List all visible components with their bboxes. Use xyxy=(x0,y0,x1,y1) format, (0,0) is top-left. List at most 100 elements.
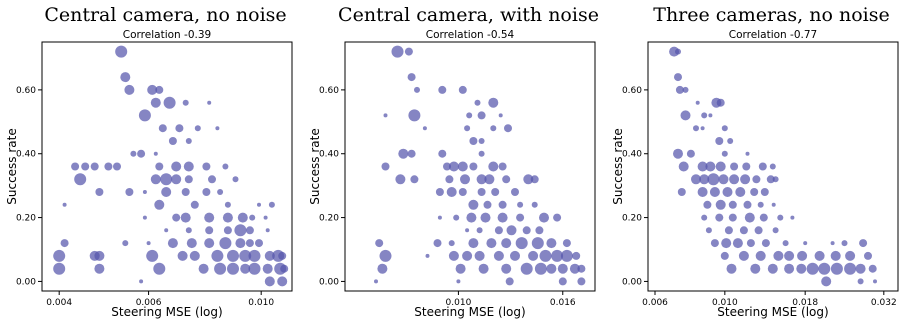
data-point xyxy=(158,124,167,133)
data-point xyxy=(466,212,477,223)
data-point xyxy=(227,249,239,262)
data-point xyxy=(391,45,404,58)
data-point xyxy=(224,201,231,208)
data-point xyxy=(701,112,708,119)
y-tick-label: 0.60 xyxy=(622,86,642,96)
data-point xyxy=(718,174,729,185)
data-point xyxy=(263,215,268,220)
data-point xyxy=(494,226,503,235)
data-point xyxy=(469,137,478,145)
data-point xyxy=(425,253,430,258)
x-tick-label: 0.010 xyxy=(248,298,274,308)
points-group xyxy=(374,45,586,286)
data-point xyxy=(379,249,392,262)
data-point xyxy=(721,150,728,157)
data-point xyxy=(546,263,557,274)
data-point xyxy=(124,84,135,95)
data-point xyxy=(185,138,192,144)
data-point xyxy=(864,251,872,260)
data-point xyxy=(531,237,544,250)
data-point xyxy=(697,161,708,172)
data-point xyxy=(211,249,224,262)
data-point xyxy=(205,226,214,235)
chart-title: Central camera, no noise xyxy=(44,4,287,26)
data-point xyxy=(264,250,275,261)
data-point xyxy=(782,240,789,247)
data-point xyxy=(186,238,197,249)
data-point xyxy=(255,239,263,248)
data-point xyxy=(404,47,413,56)
data-point xyxy=(248,249,261,262)
data-point xyxy=(478,150,485,157)
data-point xyxy=(710,239,719,248)
data-point xyxy=(773,250,784,261)
data-point xyxy=(510,250,520,261)
x-axis-label: Steering MSE (log) xyxy=(111,305,222,319)
data-point xyxy=(443,162,451,171)
data-point xyxy=(177,250,188,261)
data-point xyxy=(414,86,420,93)
chart-panel-3: Three cameras, no noise Correlation -0.7… xyxy=(606,0,909,321)
data-point xyxy=(155,162,164,171)
data-point xyxy=(709,187,720,197)
data-point xyxy=(146,249,159,262)
data-point xyxy=(750,263,761,274)
data-point xyxy=(155,85,164,94)
points-group xyxy=(669,46,877,287)
data-point xyxy=(219,237,232,250)
data-point xyxy=(803,241,808,246)
chart-title: Three cameras, no noise xyxy=(653,4,890,26)
data-point xyxy=(699,174,710,185)
data-point xyxy=(383,113,388,118)
data-point xyxy=(729,174,740,185)
y-tick-label: 0.00 xyxy=(16,277,36,287)
data-point xyxy=(715,137,724,145)
data-point xyxy=(474,99,481,106)
data-point xyxy=(171,174,182,185)
data-point xyxy=(164,228,169,233)
data-point xyxy=(769,163,776,170)
data-point xyxy=(180,212,191,223)
data-point xyxy=(222,163,229,170)
data-point xyxy=(517,201,524,208)
data-point xyxy=(146,241,151,246)
data-point xyxy=(759,213,768,222)
data-point xyxy=(728,200,737,209)
data-point xyxy=(703,200,712,209)
data-point xyxy=(477,111,486,120)
data-point xyxy=(407,149,416,158)
data-point xyxy=(150,174,161,185)
data-point xyxy=(675,48,681,55)
data-point xyxy=(818,262,831,275)
chart-subtitle: Correlation -0.39 xyxy=(123,29,211,41)
data-point xyxy=(438,85,447,94)
data-point xyxy=(171,161,182,172)
data-point xyxy=(498,113,503,118)
data-point xyxy=(873,279,877,284)
data-point xyxy=(577,277,586,286)
data-point xyxy=(204,212,215,223)
data-point xyxy=(705,227,712,234)
data-point xyxy=(160,173,173,186)
data-point xyxy=(771,202,776,207)
data-point xyxy=(167,238,178,249)
data-point xyxy=(457,161,468,172)
data-point xyxy=(237,212,248,223)
data-point xyxy=(859,239,868,248)
x-tick-label: 0.018 xyxy=(792,298,818,308)
data-point xyxy=(675,85,684,94)
data-point xyxy=(150,97,161,108)
data-point xyxy=(757,201,764,208)
data-point xyxy=(465,228,470,233)
data-point xyxy=(572,251,581,260)
data-point xyxy=(462,250,473,261)
data-point xyxy=(868,264,877,273)
data-point xyxy=(422,126,427,131)
data-point xyxy=(497,212,508,223)
data-point xyxy=(705,161,716,172)
y-tick-label: 0.20 xyxy=(16,214,36,224)
data-point xyxy=(535,226,544,235)
data-point xyxy=(217,189,224,195)
data-point xyxy=(740,174,751,185)
data-point xyxy=(841,240,848,247)
